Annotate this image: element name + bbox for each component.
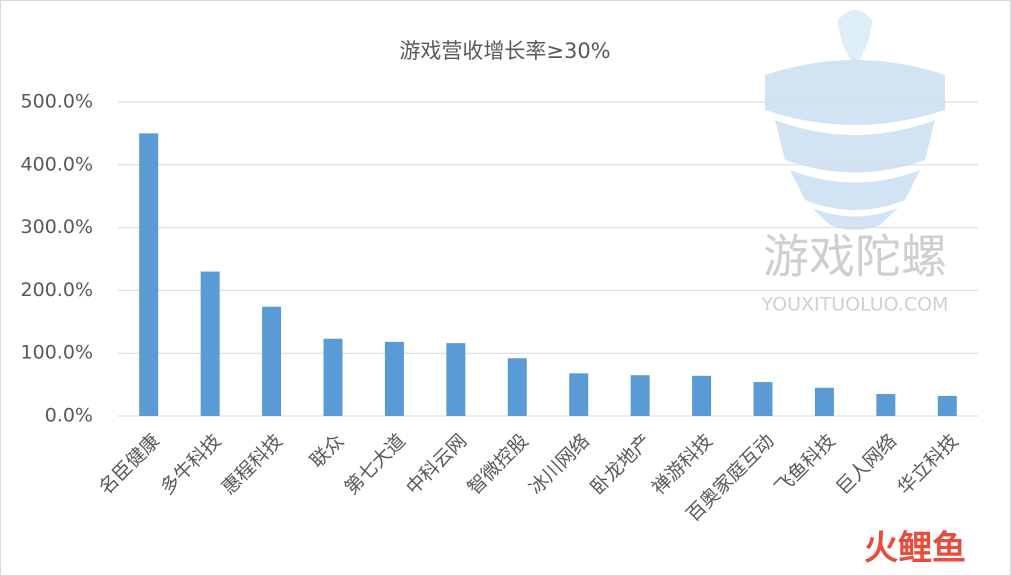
- bar: [323, 338, 343, 416]
- bar: [200, 271, 220, 416]
- watermark-name: 游戏陀螺: [763, 230, 947, 284]
- bar: [139, 133, 159, 416]
- y-tick-label: 100.0%: [21, 342, 93, 364]
- watermark-logo-text: 火鲤鱼: [864, 529, 966, 569]
- bar: [446, 343, 466, 416]
- watermark-url: YOUXITUOLUO.COM: [761, 294, 949, 316]
- bar: [876, 394, 896, 416]
- bar: [630, 375, 650, 416]
- y-tick-label: 500.0%: [21, 91, 93, 113]
- chart-title: 游戏营收增长率≥30%: [399, 39, 610, 63]
- y-tick-label: 200.0%: [21, 279, 93, 301]
- bar: [814, 387, 834, 416]
- bar: [692, 375, 712, 416]
- bar: [753, 382, 773, 416]
- watermark-logo: [765, 10, 945, 230]
- bar: [384, 341, 404, 416]
- bar: [507, 358, 527, 416]
- y-tick-label: 0.0%: [45, 405, 93, 427]
- bar: [937, 395, 957, 416]
- y-tick-label: 300.0%: [21, 216, 93, 238]
- bar: [569, 373, 589, 416]
- y-tick-label: 400.0%: [21, 153, 93, 175]
- bar: [262, 306, 282, 416]
